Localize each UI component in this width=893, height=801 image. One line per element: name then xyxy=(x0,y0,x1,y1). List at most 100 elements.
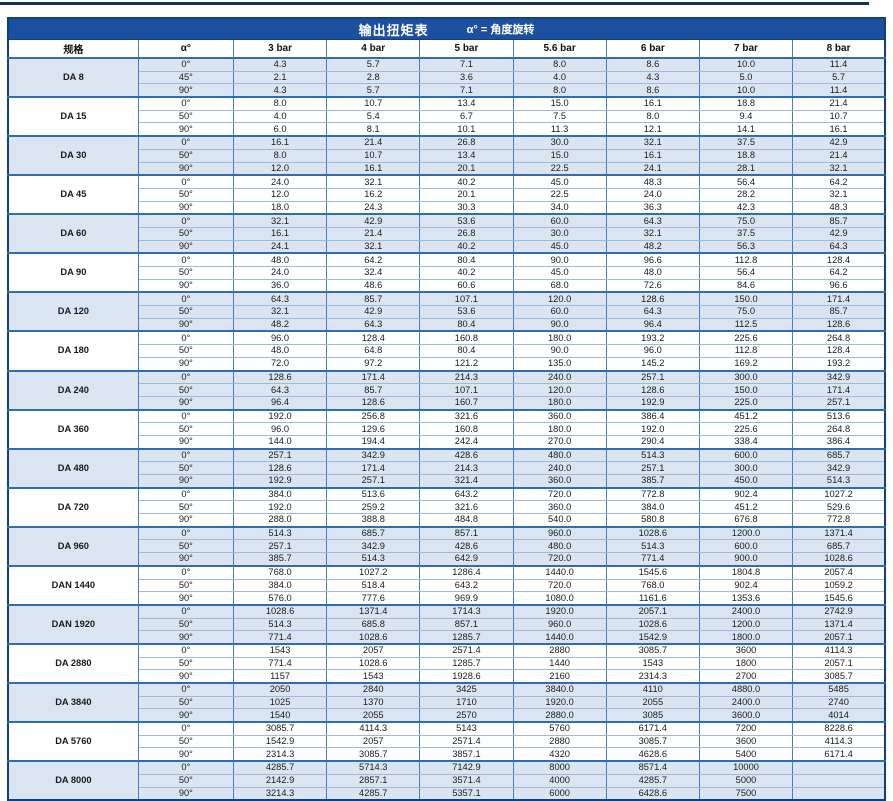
torque-value-cell: 97.2 xyxy=(326,356,421,372)
table-title-note: α° = 角度旋转 xyxy=(466,24,535,36)
torque-value-cell: 48.2 xyxy=(232,317,328,332)
torque-value-cell: 84.6 xyxy=(698,278,794,293)
torque-value-cell: 214.3 xyxy=(419,369,514,385)
torque-value-cell: 18.8 xyxy=(698,148,794,163)
torque-value-cell: 42.9 xyxy=(792,135,886,150)
torque-value-cell: 772.8 xyxy=(792,513,886,528)
torque-value-cell: 64.8 xyxy=(326,344,421,358)
torque-value-cell: 192.9 xyxy=(605,395,700,411)
angle-cell: 90° xyxy=(137,239,234,254)
torque-value-cell: 30.0 xyxy=(512,226,607,241)
torque-value-cell: 128.4 xyxy=(792,252,886,268)
torque-value-cell: 75.0 xyxy=(698,213,794,228)
torque-value-cell: 1028.6 xyxy=(605,617,700,632)
torque-value-cell: 576.0 xyxy=(232,591,328,606)
torque-value-cell: 160.8 xyxy=(419,330,514,346)
torque-value-cell: 22.5 xyxy=(512,187,607,202)
torque-value-cell: 16.2 xyxy=(326,187,421,202)
table-row: DA 90 0° 48.0 64.2 80.4 90.0 96.6 112.8 128.4 xyxy=(7,252,886,293)
table-header-row: 规格 α° 3 bar 4 bar 5 bar 5.6 bar 6 bar 7 bar 8 ba… xyxy=(7,39,886,59)
torque-value-cell: 2571.4 xyxy=(419,642,514,658)
torque-value-cell: 150.0 xyxy=(698,291,794,307)
torque-value-cell: 1027.2 xyxy=(326,564,421,580)
torque-value-cell: 2055 xyxy=(326,708,421,723)
torque-value-cell: 2740 xyxy=(792,695,886,710)
torque-value-cell: 514.3 xyxy=(232,525,328,541)
torque-value-cell: 28.2 xyxy=(698,187,794,202)
torque-value-cell: 34.0 xyxy=(512,200,607,215)
torque-value-cell: 8228.6 xyxy=(792,721,886,736)
torque-value-cell: 240.0 xyxy=(512,369,607,385)
table-row: DA 8 0° 4.3 5.7 7.1 8.0 8.6 10.0 11.4 xyxy=(7,56,886,98)
torque-value-cell: 6.0 xyxy=(232,122,328,137)
torque-value-cell: 321.6 xyxy=(419,408,514,424)
table-row: 50° 771.4 1028.6 1285.7 1440 1543 1800 2057.1 xyxy=(8,656,886,671)
torque-value-cell: 171.4 xyxy=(792,383,886,397)
angle-cell: 50° xyxy=(137,539,234,554)
angle-cell: 0° xyxy=(137,525,234,541)
torque-value-cell: 16.1 xyxy=(792,122,886,137)
torque-value-cell: 90.0 xyxy=(512,317,607,332)
torque-value-cell: 5.7 xyxy=(326,83,421,98)
torque-value-cell: 529.6 xyxy=(792,500,886,515)
torque-value-cell: 16.1 xyxy=(232,226,328,241)
column-header: 3 bar xyxy=(232,39,328,59)
torque-value-cell: 4.3 xyxy=(232,83,328,98)
spec-cell: DA 90 xyxy=(7,252,139,293)
torque-value-cell: 6171.4 xyxy=(792,747,886,762)
torque-value-cell: 14.1 xyxy=(698,122,794,137)
table-row: 50° 24.0 32.4 40.2 45.0 48.0 56.4 64.2 xyxy=(8,266,886,280)
torque-value-cell: 257.1 xyxy=(605,461,700,475)
torque-value-cell: 771.4 xyxy=(605,552,700,567)
torque-value-cell: 10.7 xyxy=(792,109,886,124)
table-row: 90° 4.3 5.7 7.1 8.0 8.6 10.0 11.4 xyxy=(8,83,886,98)
angle-cell: 0° xyxy=(137,760,234,775)
angle-cell: 90° xyxy=(137,591,234,606)
table-row: 50° 64.3 85.7 107.1 120.0 128.6 150.0 171.4 xyxy=(8,383,886,397)
torque-value-cell: 180.0 xyxy=(512,395,607,411)
torque-value-cell: 32.1 xyxy=(326,174,421,189)
torque-value-cell: 451.2 xyxy=(698,408,794,424)
torque-value-cell: 8.0 xyxy=(512,83,607,98)
torque-value-cell: 2142.9 xyxy=(232,773,328,788)
angle-cell: 90° xyxy=(137,83,234,98)
table-row: 90° 1157 1543 1928.6 2160 2314.3 2700 3085.7 xyxy=(8,669,886,684)
angle-cell: 50° xyxy=(137,734,234,749)
torque-value-cell: 4285.7 xyxy=(605,773,700,788)
torque-value-cell: 257.1 xyxy=(326,473,421,489)
table-row: DA 360 0° 192.0 256.8 321.6 360.0 386.4 451.2 51… xyxy=(7,408,886,450)
torque-value-cell: 1710 xyxy=(419,695,514,710)
torque-value-cell: 128.6 xyxy=(232,369,328,385)
spec-cell: DA 240 xyxy=(7,369,139,411)
torque-value-cell: 3571.4 xyxy=(419,773,514,788)
torque-value-cell: 32.1 xyxy=(232,213,328,228)
spec-cell: DA 15 xyxy=(7,96,139,137)
torque-value-cell: 13.4 xyxy=(419,96,514,111)
torque-value-cell: 18.0 xyxy=(232,200,328,215)
torque-value-cell: 28.1 xyxy=(698,161,794,176)
torque-value-cell: 225.0 xyxy=(698,395,794,411)
torque-value-cell: 24.1 xyxy=(232,239,328,254)
table-row: 50° 16.1 21.4 26.8 30.0 32.1 37.5 42.9 xyxy=(8,226,886,241)
torque-value-cell: 1370 xyxy=(326,695,421,710)
angle-cell: 50° xyxy=(137,187,234,202)
torque-value-cell: 685.7 xyxy=(792,539,886,554)
torque-value-cell: 772.8 xyxy=(605,486,700,502)
torque-value-cell: 22.5 xyxy=(512,161,607,176)
table-row: DA 180 0° 96.0 128.4 160.8 180.0 193.2 225.6 264… xyxy=(7,330,886,372)
torque-value-cell: 4.3 xyxy=(605,70,700,85)
angle-cell: 90° xyxy=(137,552,234,567)
spec-cell: DAN 1440 xyxy=(7,564,139,606)
torque-value-cell: 85.7 xyxy=(792,213,886,228)
table-row: 90° 2314.3 3085.7 3857.1 4320 4628.6 5400 6171.… xyxy=(8,747,886,762)
table-row: 90° 288.0 388.8 484.8 540.0 580.8 676.8 772.8 xyxy=(8,513,886,528)
torque-value-cell: 6.7 xyxy=(419,109,514,124)
torque-value-cell: 1543 xyxy=(605,656,700,671)
table-row: 50° 514.3 685.8 857.1 960.0 1028.6 1200.0 1371.… xyxy=(8,617,886,632)
torque-value-cell: 2857.1 xyxy=(326,773,421,788)
table-title-row: 输出扭矩表 α° = 角度旋转 xyxy=(8,18,885,40)
angle-cell: 90° xyxy=(137,278,234,293)
torque-value-cell: 11.4 xyxy=(792,83,886,98)
torque-value-cell: 2400.0 xyxy=(698,695,794,710)
torque-value-cell: 257.1 xyxy=(605,369,700,385)
